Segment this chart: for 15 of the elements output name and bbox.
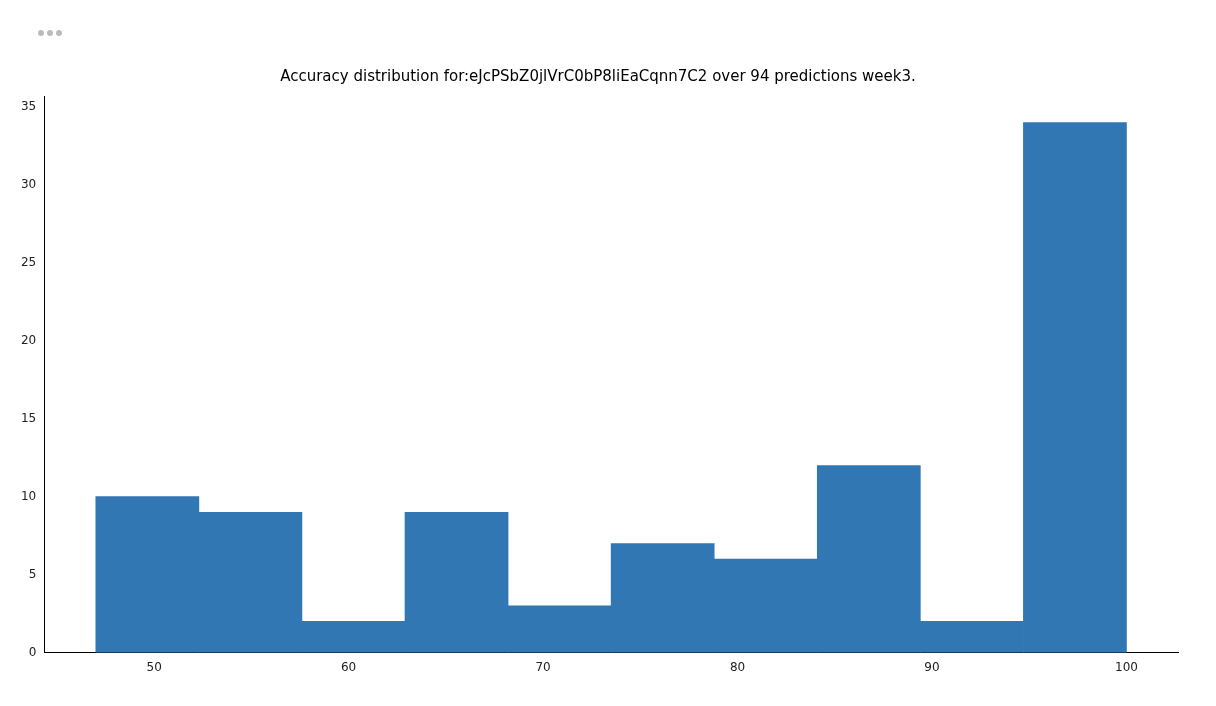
x-tick-label: 100	[1115, 659, 1138, 674]
y-tick-label: 5	[28, 566, 37, 581]
y-tick-label: 30	[20, 176, 37, 191]
y-tick-label: 20	[20, 332, 37, 347]
x-tick-label: 50	[146, 659, 162, 674]
y-tick-label: 35	[20, 99, 37, 114]
x-tick-label: 70	[535, 659, 551, 674]
chart-title: Accuracy distribution for:eJcPSbZ0jlVrC0bP8liEaCqnn7C2 over 94 predictions week3.	[280, 66, 916, 85]
x-tick-label: 80	[729, 659, 746, 674]
x-tick-label: 60	[340, 659, 357, 674]
y-tick-label: 25	[20, 254, 37, 269]
y-tick-label: 0	[28, 644, 37, 659]
y-tick-label: 15	[20, 410, 37, 425]
x-tick-label: 90	[924, 659, 940, 674]
y-tick-label: 10	[20, 488, 37, 503]
